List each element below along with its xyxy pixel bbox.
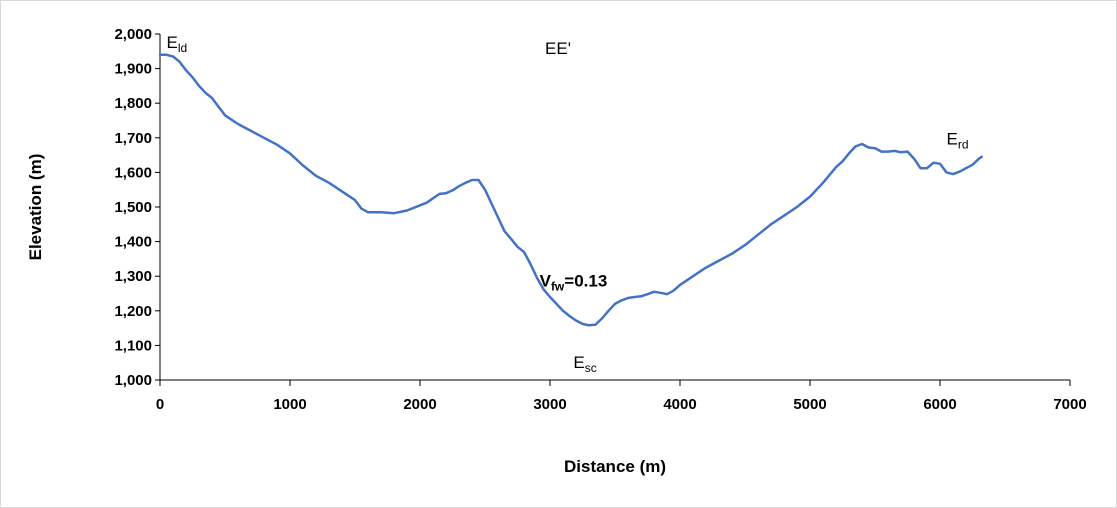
y-tick-label: 1,300 xyxy=(114,268,152,285)
y-tick-label: 1,000 xyxy=(114,372,152,389)
annotations: Eld Erd Vfw=0.13 Esc xyxy=(167,33,969,375)
series-line-elevation-profile xyxy=(158,53,983,327)
x-tick-label: 7000 xyxy=(1053,396,1086,413)
y-tick-label: 1,100 xyxy=(114,337,152,354)
x-tick-label: 5000 xyxy=(793,396,826,413)
x-tick-label: 4000 xyxy=(663,396,696,413)
x-tick-label: 2000 xyxy=(403,396,436,413)
y-tick-label: 1,800 xyxy=(114,95,152,112)
y-axis-title: Elevation (m) xyxy=(26,154,45,261)
x-axis-title: Distance (m) xyxy=(564,457,666,476)
x-tick-label: 0 xyxy=(156,396,164,413)
axes xyxy=(159,34,1070,381)
y-tick-label: 1,200 xyxy=(114,303,152,320)
y-tick-label: 1,500 xyxy=(114,199,152,216)
x-tick-label: 3000 xyxy=(533,396,566,413)
annotation-label: Eld xyxy=(167,33,188,55)
annotation-label: Vfw=0.13 xyxy=(540,272,608,294)
y-tick-label: 2,000 xyxy=(114,26,152,43)
y-tick-label: 1,400 xyxy=(114,234,152,251)
x-tick-label: 1000 xyxy=(273,396,306,413)
annotation-label: Esc xyxy=(573,353,596,375)
x-ticks: 0 1000 2000 3000 4000 5000 6000 7000 xyxy=(156,380,1087,413)
y-ticks: 1,000 1,100 1,200 1,300 1,400 1,500 1,600 1,700… xyxy=(114,26,160,389)
chart-title: EE' xyxy=(545,39,571,58)
y-tick-label: 1,600 xyxy=(114,164,152,181)
x-tick-label: 6000 xyxy=(923,396,956,413)
y-tick-label: 1,700 xyxy=(114,130,152,147)
annotation-label: Erd xyxy=(947,130,969,152)
y-tick-label: 1,900 xyxy=(114,61,152,78)
